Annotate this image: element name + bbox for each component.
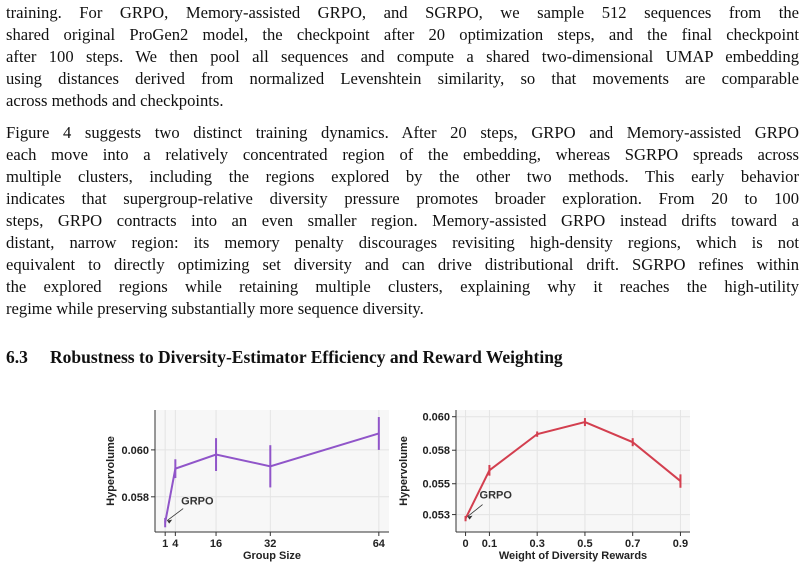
text-line: across methods and checkpoints. bbox=[6, 91, 224, 110]
y-tick-label: 0.060 bbox=[422, 412, 450, 424]
plot-background bbox=[155, 410, 389, 532]
x-tick-label: 0.1 bbox=[482, 538, 497, 550]
x-axis-title: Group Size bbox=[243, 550, 301, 562]
x-axis-title: Weight of Diversity Rewards bbox=[499, 550, 647, 562]
text-line: each move into a relatively concentrated… bbox=[6, 145, 799, 164]
plot-background bbox=[456, 410, 690, 532]
y-tick-label: 0.060 bbox=[121, 445, 149, 457]
section-number: 6.3 bbox=[6, 347, 28, 367]
text-line: regime while preserving substantially mo… bbox=[6, 299, 424, 318]
x-tick-label: 0.9 bbox=[673, 538, 688, 550]
y-axis-title: Hypervolume bbox=[398, 436, 410, 506]
y-tick-label: 0.053 bbox=[422, 510, 450, 522]
text-line: multiple clusters, including the regions… bbox=[6, 167, 799, 186]
text-line: equivalent to directly optimizing set di… bbox=[6, 255, 799, 274]
annotation-label: GRPO bbox=[480, 490, 513, 502]
series-line bbox=[464, 421, 682, 520]
text-line: distant, narrow region: its memory penal… bbox=[6, 233, 799, 252]
annotation-label: GRPO bbox=[181, 496, 214, 508]
annotation-arrowhead bbox=[467, 515, 473, 520]
text-line: training. For GRPO, Memory-assisted GRPO… bbox=[6, 3, 799, 22]
annotation-arrow bbox=[166, 508, 184, 521]
text-line: shared original ProGen2 model, the check… bbox=[6, 25, 799, 44]
chart-group-size: 1 4 16 32 64 0.058 0.060 Group Size Hypervolume G… bbox=[105, 410, 389, 562]
text-line: the explored regions while retaining mul… bbox=[6, 277, 799, 296]
x-tick-label: 64 bbox=[373, 538, 386, 550]
x-tick-label: 0.3 bbox=[530, 538, 545, 550]
x-tick-label: 16 bbox=[210, 538, 222, 550]
y-tick-label: 0.055 bbox=[422, 479, 450, 491]
section-heading: 6.3 Robustness to Diversity-Estimator Eff… bbox=[6, 347, 563, 368]
paragraph-methods: training. For GRPO, Memory-assisted GRPO… bbox=[6, 2, 799, 112]
text-line: Figure 4 suggests two distinct training … bbox=[6, 123, 799, 142]
text-line: indicates that supergroup-relative diver… bbox=[6, 189, 799, 208]
x-tick-label: 0.5 bbox=[577, 538, 592, 550]
y-axis-title: Hypervolume bbox=[105, 436, 117, 506]
section-title: Robustness to Diversity-Estimator Effici… bbox=[50, 347, 563, 367]
x-tick-label: 32 bbox=[264, 538, 276, 550]
x-tick-label: 0.7 bbox=[625, 538, 640, 550]
x-tick-label: 1 bbox=[162, 538, 168, 550]
text-line: steps, GRPO contracts into an even small… bbox=[6, 211, 799, 230]
annotation-arrow bbox=[467, 504, 483, 517]
paragraph-figure-discussion: Figure 4 suggests two distinct training … bbox=[6, 122, 799, 320]
chart-diversity-weight: 0 0.1 0.3 0.5 0.7 0.9 0.053 0.055 0.058 0.060 Weig… bbox=[398, 410, 690, 562]
annotation-arrowhead bbox=[167, 519, 173, 524]
x-tick-label: 0 bbox=[462, 538, 468, 550]
text-line: using distances derived from normalized … bbox=[6, 69, 799, 88]
y-tick-label: 0.058 bbox=[422, 445, 450, 457]
x-tick-label: 4 bbox=[172, 538, 179, 550]
y-tick-label: 0.058 bbox=[121, 492, 149, 504]
text-line: after 100 steps. We then pool all sequen… bbox=[6, 47, 799, 66]
